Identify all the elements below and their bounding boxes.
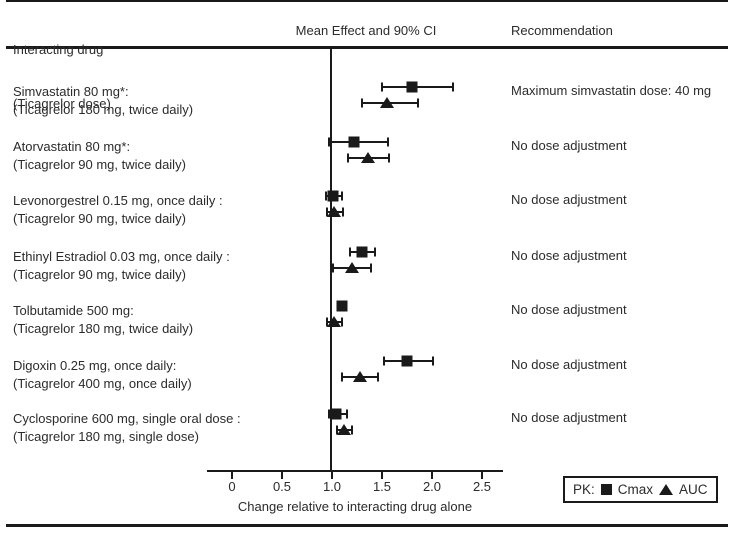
- ci-cap-left: [349, 247, 351, 257]
- ci-cap-right: [388, 153, 390, 163]
- drug-name-line: Tolbutamide 500 mg:: [13, 303, 134, 318]
- ci-cap-right: [452, 82, 454, 92]
- legend-prefix-label: PK:: [573, 482, 595, 497]
- ticagrelor-dose-line: (Ticagrelor 180 mg, twice daily): [13, 321, 194, 336]
- auc-marker: [345, 261, 359, 273]
- recommendation-label: No dose adjustment: [511, 302, 627, 317]
- x-axis-tick: [281, 472, 283, 479]
- cmax-marker: [330, 408, 342, 420]
- auc-triangle-icon: [659, 484, 674, 495]
- x-tick-label: 2.5: [472, 479, 492, 494]
- interacting-drug-header-line2: (Ticagrelor dose): [13, 96, 111, 111]
- reference-line-1x: [330, 49, 332, 472]
- drug-name-line: Atorvastatin 80 mg*:: [13, 139, 131, 154]
- drug-name-line: Simvastatin 80 mg*:: [13, 84, 129, 99]
- ticagrelor-dose-line: (Ticagrelor 90 mg, twice daily): [13, 157, 186, 172]
- ticagrelor-dose-line: (Ticagrelor 400 mg, once daily): [13, 376, 192, 391]
- cmax-marker: [406, 81, 418, 93]
- x-axis-tick: [481, 472, 483, 479]
- x-tick-label: 0.5: [272, 479, 292, 494]
- ci-cap-right: [351, 425, 353, 435]
- bottom-border-rule: [6, 524, 728, 527]
- pk-legend-box: PK: Cmax AUC: [563, 476, 718, 503]
- x-tick-label: 2.0: [422, 479, 442, 494]
- legend-auc-label: AUC: [679, 482, 708, 497]
- ci-cap-left: [381, 82, 383, 92]
- auc-marker: [353, 370, 367, 382]
- drug-label: Cyclosporine 600 mg, single oral dose : (…: [13, 410, 241, 446]
- ci-line: [382, 86, 453, 88]
- ci-cap-right: [341, 191, 343, 201]
- ticagrelor-dose-line: (Ticagrelor 90 mg, twice daily): [13, 211, 186, 226]
- ci-cap-right: [346, 409, 348, 419]
- x-tick-label: 1.5: [372, 479, 392, 494]
- cmax-marker: [348, 136, 360, 148]
- auc-marker: [337, 423, 351, 435]
- drug-label: Ethinyl Estradiol 0.03 mg, once daily : (…: [13, 248, 230, 284]
- auc-marker: [327, 205, 341, 217]
- ticagrelor-dose-line: (Ticagrelor 180 mg, single dose): [13, 429, 199, 444]
- ci-cap-right: [374, 247, 376, 257]
- ci-cap-left: [325, 191, 327, 201]
- cmax-marker: [336, 300, 348, 312]
- ci-cap-left: [383, 356, 385, 366]
- column-header-recommendation: Recommendation: [511, 23, 613, 38]
- x-axis-title: Change relative to interacting drug alon…: [237, 499, 473, 514]
- drug-name-line: Digoxin 0.25 mg, once daily:: [13, 358, 177, 373]
- x-axis-tick: [431, 472, 433, 479]
- recommendation-label: No dose adjustment: [511, 357, 627, 372]
- x-axis-tick: [381, 472, 383, 479]
- cmax-square-icon: [600, 484, 612, 495]
- drug-label: Tolbutamide 500 mg: (Ticagrelor 180 mg, t…: [13, 302, 193, 338]
- drug-label: Levonorgestrel 0.15 mg, once daily : (Tic…: [13, 192, 223, 228]
- auc-marker: [380, 96, 394, 108]
- cmax-marker: [327, 190, 339, 202]
- ci-cap-left: [361, 98, 363, 108]
- cmax-marker: [401, 355, 413, 367]
- ci-cap-left: [332, 263, 334, 273]
- ci-cap-right: [417, 98, 419, 108]
- recommendation-label: No dose adjustment: [511, 248, 627, 263]
- column-header-mean-effect: Mean Effect and 90% CI: [295, 23, 437, 38]
- ci-cap-left: [347, 153, 349, 163]
- drug-name-line: Ethinyl Estradiol 0.03 mg, once daily :: [13, 249, 230, 264]
- drug-name-line: Levonorgestrel 0.15 mg, once daily :: [13, 193, 223, 208]
- ci-cap-left: [328, 137, 330, 147]
- recommendation-label: Maximum simvastatin dose: 40 mg: [511, 83, 712, 98]
- recommendation-label: No dose adjustment: [511, 410, 627, 425]
- x-axis-tick: [331, 472, 333, 479]
- auc-marker: [361, 151, 375, 163]
- drug-label: Simvastatin 80 mg*: (Ticagrelor 180 mg, t…: [13, 83, 193, 119]
- drug-label: Digoxin 0.25 mg, once daily: (Ticagrelor …: [13, 357, 192, 393]
- ci-cap-right: [387, 137, 389, 147]
- recommendation-label: No dose adjustment: [511, 138, 627, 153]
- cmax-marker: [356, 246, 368, 258]
- x-axis-tick: [231, 472, 233, 479]
- ci-cap-left: [328, 409, 330, 419]
- drug-name-line: Cyclosporine 600 mg, single oral dose :: [13, 411, 241, 426]
- ticagrelor-dose-line: (Ticagrelor 90 mg, twice daily): [13, 267, 186, 282]
- drug-label: Atorvastatin 80 mg*: (Ticagrelor 90 mg, t…: [13, 138, 186, 174]
- ci-cap-right: [341, 317, 343, 327]
- header-separator-rule: [6, 46, 728, 49]
- ci-cap-right: [432, 356, 434, 366]
- x-tick-label: 0: [228, 479, 236, 494]
- x-axis-line: [207, 470, 503, 472]
- ci-cap-right: [370, 263, 372, 273]
- x-tick-label: 1.0: [322, 479, 342, 494]
- interacting-drug-header-line1: Interacting drug: [13, 42, 104, 57]
- ci-cap-right: [377, 372, 379, 382]
- legend-cmax-label: Cmax: [617, 482, 654, 497]
- ci-cap-right: [342, 207, 344, 217]
- ci-cap-left: [341, 372, 343, 382]
- recommendation-label: No dose adjustment: [511, 192, 627, 207]
- ticagrelor-dose-line: (Ticagrelor 180 mg, twice daily): [13, 102, 194, 117]
- column-header-interacting-drug: Interacting drug (Ticagrelor dose): [13, 5, 111, 149]
- top-border-rule: [6, 0, 728, 2]
- auc-marker: [327, 315, 341, 327]
